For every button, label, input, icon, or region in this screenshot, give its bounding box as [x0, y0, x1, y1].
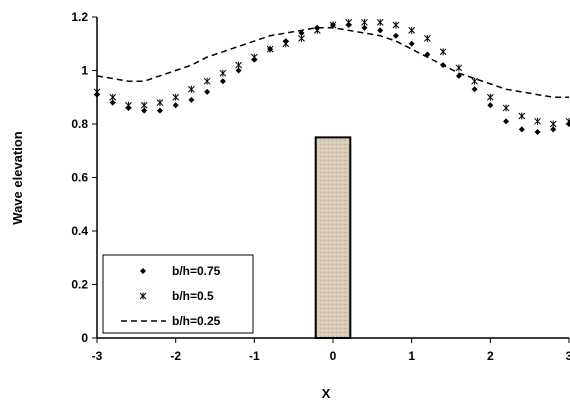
data-point	[345, 18, 353, 26]
data-point	[282, 40, 290, 48]
y-tick-label: 0.8	[71, 117, 88, 131]
data-point	[109, 99, 116, 106]
x-tick-label: 0	[330, 349, 337, 363]
data-point	[502, 104, 510, 112]
y-tick-label: 1.2	[71, 10, 88, 24]
y-tick-label: 0.4	[71, 224, 88, 238]
data-point	[298, 34, 305, 42]
data-point	[156, 99, 164, 107]
obstacle-block	[314, 136, 352, 339]
data-point	[408, 40, 415, 47]
series-1	[93, 18, 570, 128]
data-point	[518, 126, 525, 133]
data-point	[424, 34, 431, 42]
data-point	[109, 93, 117, 101]
data-point	[534, 129, 541, 136]
legend: b/h=0.75 b/h=0.5 b/h=0.25	[102, 254, 254, 334]
series-line	[96, 26, 569, 98]
data-point	[471, 86, 478, 93]
x-tick-label: -1	[249, 349, 260, 363]
tick-labels: -3 -2 -1 0 1 2 3 0 0.2 0.4 0.6 0.8 1 1.2	[71, 10, 570, 363]
x-tick-label: -2	[170, 349, 181, 363]
data-point	[486, 93, 494, 101]
data-point	[298, 30, 305, 37]
y-tick-label: 1	[81, 64, 88, 78]
data-point	[250, 53, 258, 61]
data-point	[235, 61, 242, 69]
data-point	[219, 69, 227, 77]
series-2	[96, 26, 569, 98]
series-0	[94, 22, 570, 136]
data-point	[266, 45, 274, 53]
data-point	[565, 117, 570, 125]
data-point	[140, 101, 148, 109]
data-point	[471, 77, 478, 85]
data-point	[172, 93, 180, 101]
data-point	[377, 27, 384, 34]
data-point	[549, 120, 557, 128]
data-point	[141, 107, 148, 114]
data-point	[550, 126, 557, 133]
data-point	[455, 64, 463, 72]
legend-marker-asterisk	[139, 292, 147, 300]
data-point	[156, 107, 163, 114]
data-point	[188, 96, 195, 103]
data-point	[392, 21, 400, 29]
x-tick-label: 2	[487, 349, 494, 363]
data-point	[518, 112, 526, 120]
data-point	[361, 18, 368, 26]
data-point	[376, 18, 384, 26]
x-tick-label: 3	[566, 349, 570, 363]
data-point	[534, 117, 541, 125]
legend-label: b/h=0.5	[172, 289, 214, 303]
data-point	[503, 118, 510, 125]
data-point	[125, 101, 132, 109]
x-tick-label: 1	[408, 349, 415, 363]
legend-marker-diamond	[140, 268, 146, 274]
data-point	[392, 32, 399, 39]
data-point	[93, 88, 101, 96]
data-point	[487, 102, 494, 109]
series-layer	[93, 18, 570, 136]
obstacle-layer	[314, 136, 352, 339]
data-point	[235, 67, 242, 74]
y-tick-label: 0.2	[71, 278, 88, 292]
y-axis-title: Wave elevation	[10, 131, 25, 225]
data-point	[439, 48, 447, 56]
y-tick-label: 0.6	[71, 171, 88, 185]
data-point	[172, 102, 179, 109]
data-point	[204, 88, 211, 95]
data-point	[361, 24, 368, 31]
x-tick-label: -3	[92, 349, 103, 363]
data-point	[188, 85, 195, 93]
x-axis-title: X	[322, 386, 331, 401]
data-point	[219, 78, 226, 85]
data-point	[203, 77, 211, 85]
legend-label: b/h=0.25	[172, 314, 221, 328]
y-tick-label: 0	[81, 331, 88, 345]
legend-label: b/h=0.75	[172, 264, 221, 278]
data-point	[408, 26, 416, 34]
legend-box	[102, 254, 254, 334]
